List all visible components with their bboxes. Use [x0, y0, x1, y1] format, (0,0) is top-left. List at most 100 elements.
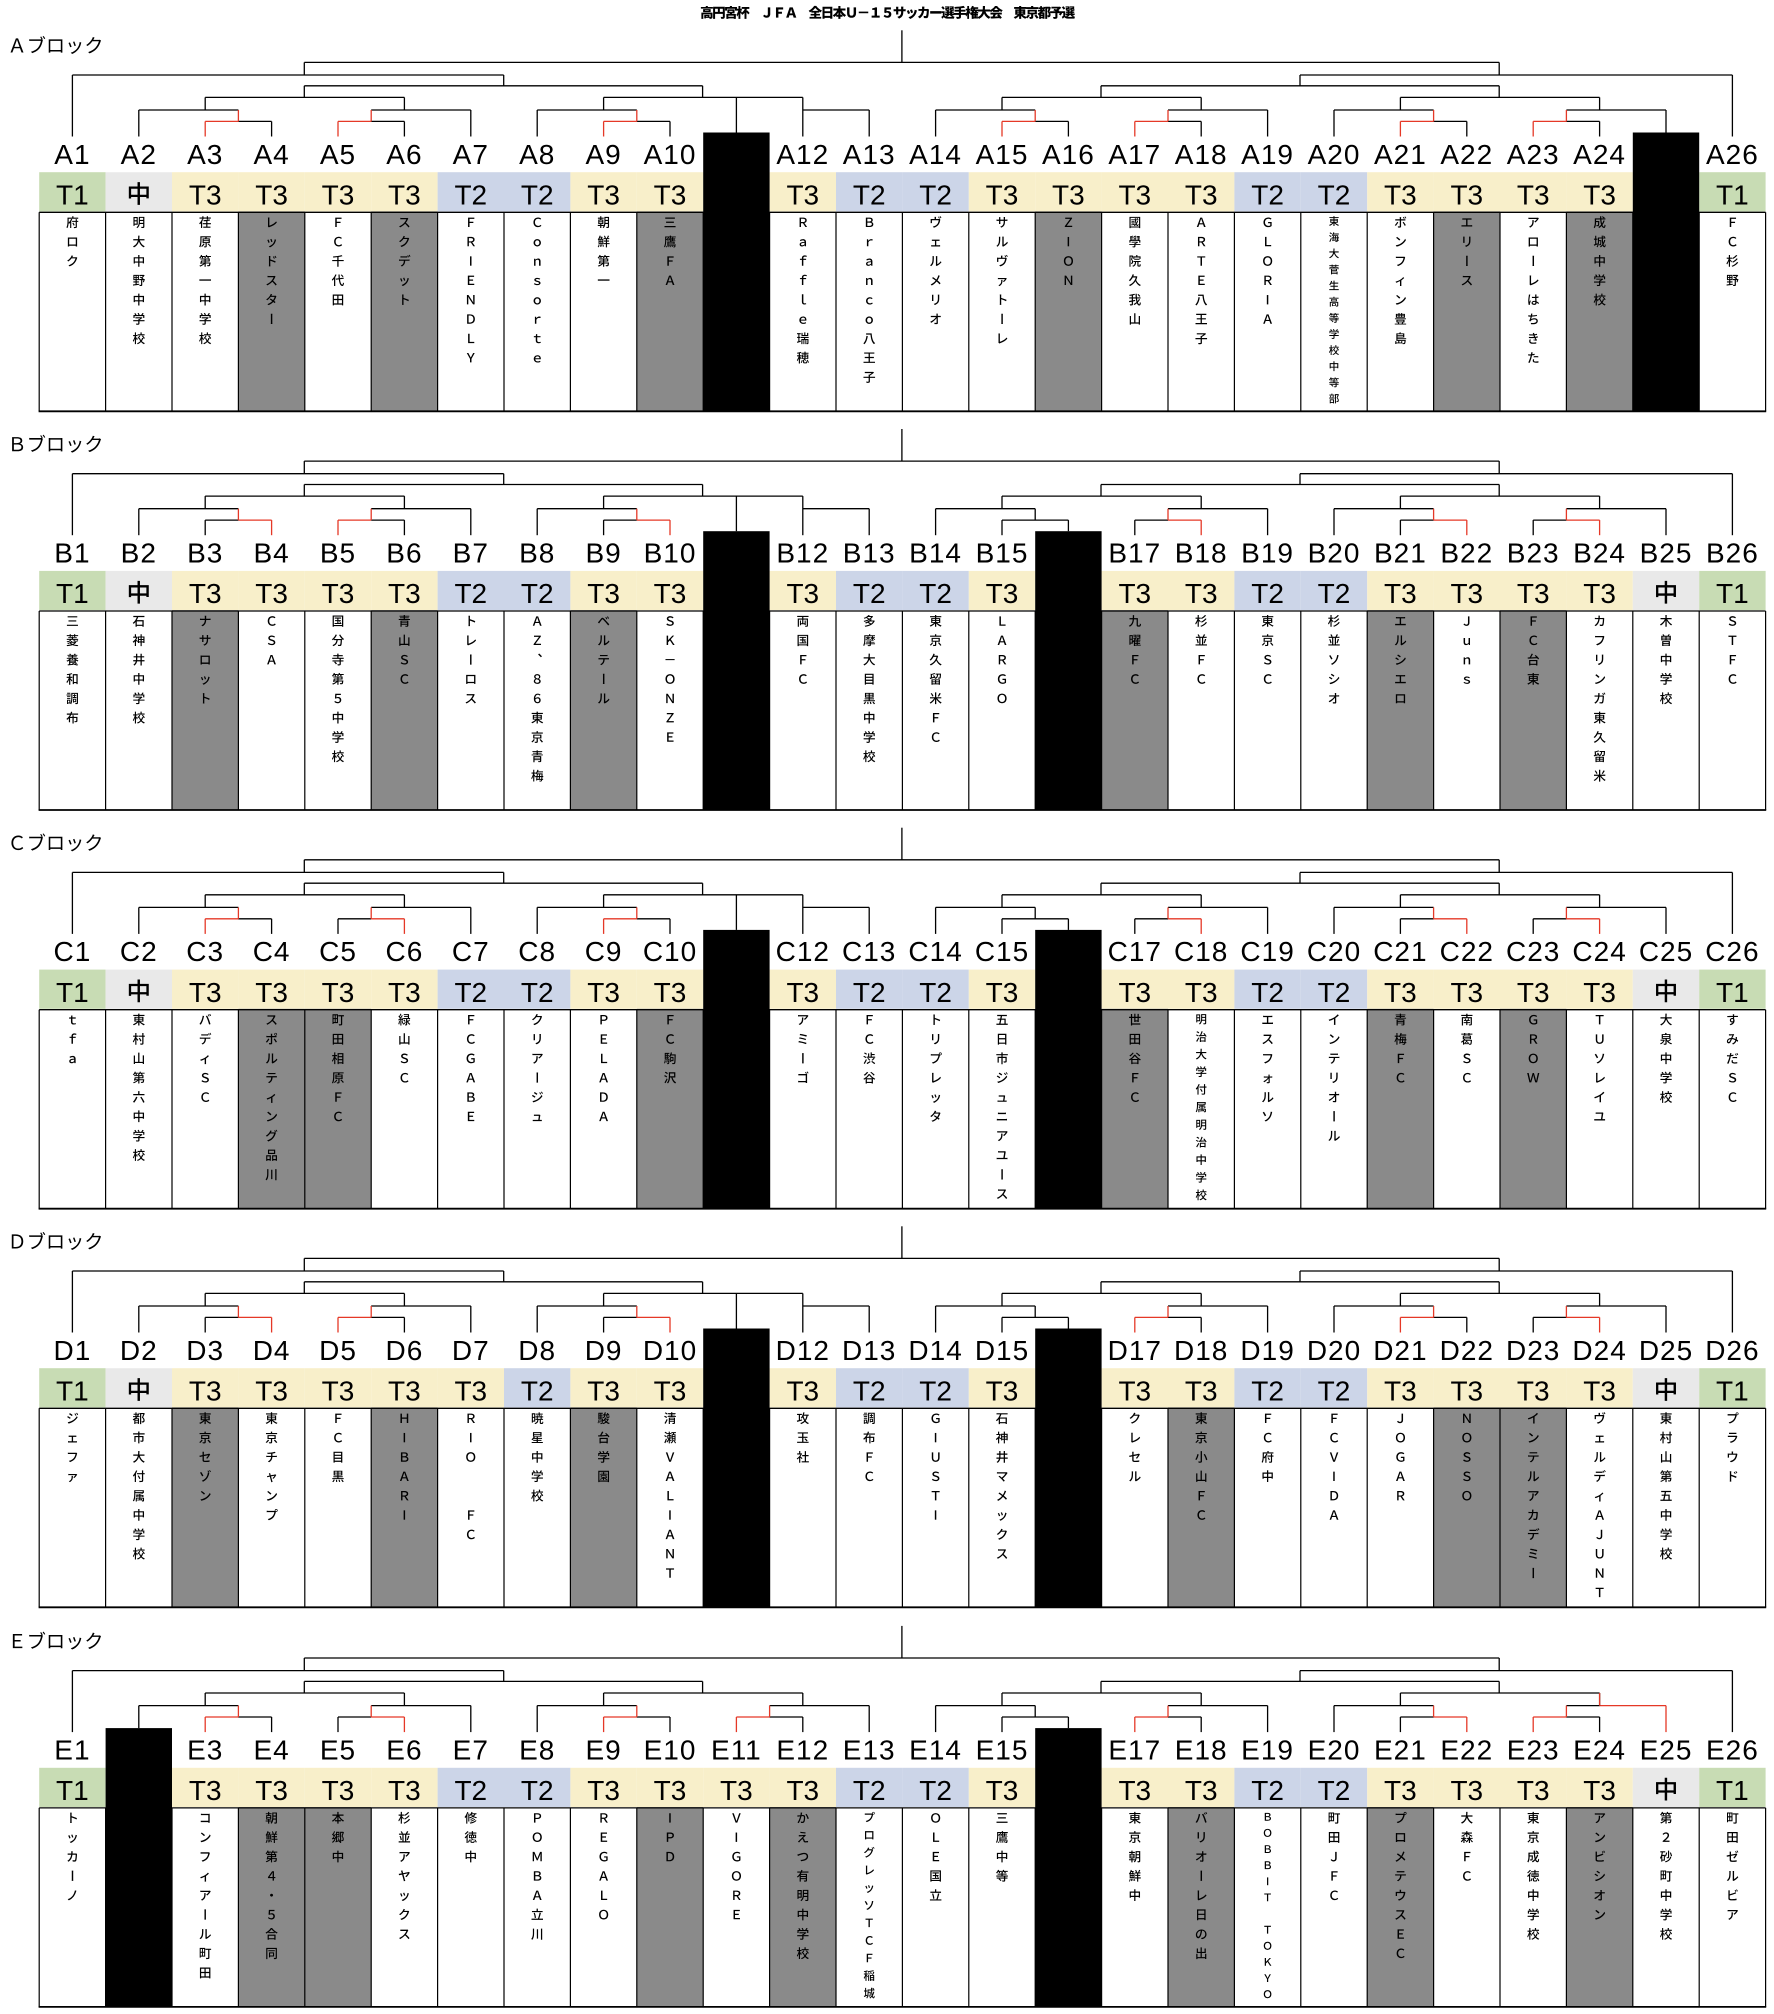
svg-text:C5: C5 [319, 936, 357, 967]
svg-text:E22: E22 [1440, 1734, 1493, 1765]
svg-text:T3: T3 [720, 1775, 753, 1806]
svg-text:T3: T3 [654, 1775, 687, 1806]
svg-text:C9: C9 [585, 936, 623, 967]
svg-text:T3: T3 [1517, 977, 1550, 1008]
svg-text:T2: T2 [454, 180, 487, 211]
svg-text:B1: B1 [54, 538, 90, 569]
svg-text:D9: D9 [585, 1335, 623, 1366]
svg-text:A7: A7 [453, 139, 489, 170]
svg-text:C25: C25 [1639, 936, 1693, 967]
svg-text:T3: T3 [1450, 977, 1483, 1008]
svg-text:E9: E9 [585, 1734, 621, 1765]
svg-text:C18: C18 [1174, 936, 1228, 967]
svg-text:T1: T1 [56, 578, 89, 609]
svg-text:B20: B20 [1308, 538, 1361, 569]
svg-text:T1: T1 [1716, 977, 1749, 1008]
svg-text:C3: C3 [186, 936, 224, 967]
svg-text:T3: T3 [1118, 977, 1151, 1008]
svg-text:E18: E18 [1175, 1734, 1228, 1765]
svg-text:T3: T3 [587, 180, 620, 211]
svg-text:T3: T3 [1384, 977, 1417, 1008]
svg-text:T2: T2 [853, 977, 886, 1008]
svg-text:T3: T3 [986, 1775, 1019, 1806]
svg-text:A20: A20 [1308, 139, 1361, 170]
svg-text:T3: T3 [1384, 578, 1417, 609]
svg-text:T2: T2 [1251, 1376, 1284, 1407]
svg-text:T2: T2 [521, 977, 554, 1008]
svg-text:T2: T2 [1251, 578, 1284, 609]
svg-text:T3: T3 [1450, 1775, 1483, 1806]
svg-text:T3: T3 [388, 977, 421, 1008]
svg-text:D6: D6 [386, 1335, 424, 1366]
svg-text:T3: T3 [1517, 180, 1550, 211]
svg-text:A14: A14 [909, 139, 962, 170]
svg-text:T3: T3 [1450, 578, 1483, 609]
svg-text:T3: T3 [587, 977, 620, 1008]
svg-text:T3: T3 [388, 1376, 421, 1407]
svg-text:T3: T3 [1517, 1376, 1550, 1407]
svg-text:T3: T3 [255, 1376, 288, 1407]
svg-text:T2: T2 [1318, 1376, 1351, 1407]
svg-text:D22: D22 [1440, 1335, 1494, 1366]
svg-text:A5: A5 [320, 139, 356, 170]
svg-text:B22: B22 [1440, 538, 1493, 569]
svg-text:T3: T3 [1118, 578, 1151, 609]
svg-text:D23: D23 [1506, 1335, 1560, 1366]
svg-text:T3: T3 [388, 180, 421, 211]
svg-text:B13: B13 [843, 538, 896, 569]
svg-text:T2: T2 [521, 180, 554, 211]
svg-text:T3: T3 [1185, 180, 1218, 211]
svg-text:T3: T3 [1118, 1775, 1151, 1806]
svg-text:E10: E10 [644, 1734, 697, 1765]
svg-text:T2: T2 [1318, 1775, 1351, 1806]
svg-text:E21: E21 [1374, 1734, 1427, 1765]
svg-text:A22: A22 [1440, 139, 1493, 170]
svg-text:A16: A16 [1042, 139, 1095, 170]
svg-text:T2: T2 [919, 578, 952, 609]
svg-text:D13: D13 [842, 1335, 896, 1366]
svg-text:C24: C24 [1572, 936, 1626, 967]
svg-text:C2: C2 [120, 936, 158, 967]
svg-text:D8: D8 [518, 1335, 556, 1366]
svg-text:T3: T3 [454, 1376, 487, 1407]
svg-text:T3: T3 [255, 578, 288, 609]
svg-text:T2: T2 [853, 1376, 886, 1407]
svg-text:C26: C26 [1705, 936, 1759, 967]
svg-text:T3: T3 [1185, 578, 1218, 609]
svg-text:T3: T3 [1185, 1775, 1218, 1806]
svg-text:T3: T3 [786, 977, 819, 1008]
svg-text:B6: B6 [386, 538, 422, 569]
svg-text:D25: D25 [1639, 1335, 1693, 1366]
svg-text:T3: T3 [1583, 578, 1616, 609]
svg-text:D21: D21 [1373, 1335, 1427, 1366]
svg-text:A4: A4 [253, 139, 289, 170]
svg-text:T2: T2 [919, 1376, 952, 1407]
svg-text:T2: T2 [521, 1775, 554, 1806]
svg-text:T3: T3 [388, 1775, 421, 1806]
svg-text:T3: T3 [587, 578, 620, 609]
svg-text:A17: A17 [1108, 139, 1161, 170]
svg-text:D24: D24 [1572, 1335, 1626, 1366]
svg-text:C14: C14 [908, 936, 962, 967]
svg-text:D2: D2 [120, 1335, 158, 1366]
svg-text:D4: D4 [253, 1335, 291, 1366]
svg-text:B7: B7 [453, 538, 489, 569]
svg-text:T3: T3 [986, 578, 1019, 609]
svg-text:T3: T3 [322, 977, 355, 1008]
svg-text:C7: C7 [452, 936, 490, 967]
svg-text:B8: B8 [519, 538, 555, 569]
svg-text:T2: T2 [1318, 180, 1351, 211]
svg-text:E14: E14 [909, 1734, 962, 1765]
svg-text:T2: T2 [853, 1775, 886, 1806]
svg-text:B10: B10 [644, 538, 697, 569]
svg-text:T2: T2 [1251, 180, 1284, 211]
svg-text:A19: A19 [1241, 139, 1294, 170]
svg-text:C22: C22 [1440, 936, 1494, 967]
svg-text:B3: B3 [187, 538, 223, 569]
svg-text:T1: T1 [1716, 1775, 1749, 1806]
svg-text:B5: B5 [320, 538, 356, 569]
svg-text:D26: D26 [1705, 1335, 1759, 1366]
svg-text:A13: A13 [843, 139, 896, 170]
svg-text:T3: T3 [1052, 180, 1085, 211]
svg-text:E6: E6 [386, 1734, 422, 1765]
